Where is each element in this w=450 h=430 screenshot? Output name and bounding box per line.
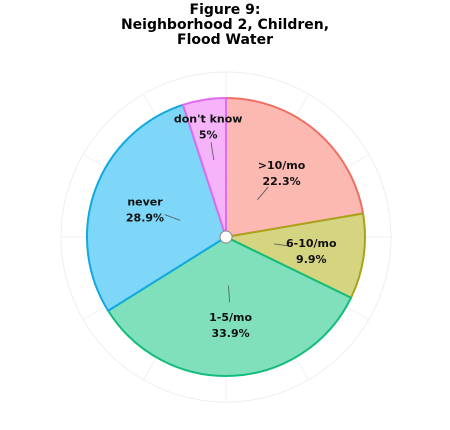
slice-label-value-4: 28.9% [126,212,164,225]
pie-slice-1 [225,97,365,238]
leader-line-5 [210,142,215,161]
pie-slices [86,97,366,377]
slice-label-value-1: 22.3% [262,175,300,188]
slice-label-value-5: 5% [199,128,218,141]
slice-label-name-1: >10/mo [258,159,306,172]
slice-label-name-5: don't know [174,112,243,125]
pie-slice-3 [107,236,353,377]
leader-line-3 [228,285,230,303]
leader-line-1 [257,186,269,201]
leader-line-4 [164,214,181,221]
pie-slice-2 [225,212,366,299]
leader-line-2 [274,243,291,247]
chart-title: Figure 9: Neighborhood 2, Children, Floo… [0,3,450,48]
slice-label-value-2: 9.9% [296,253,327,266]
center-hole [219,230,233,244]
slice-label-name-3: 1-5/mo [209,311,252,324]
label-leaders [164,142,291,303]
slice-label-value-3: 33.9% [212,327,250,340]
chart-title-line-2: Neighborhood 2, Children, [120,17,330,33]
pie-slice-5 [182,97,227,238]
chart-title-line-1: Figure 9: [189,2,261,18]
slice-label-name-4: never [127,196,163,209]
slice-label-name-2: 6-10/mo [286,237,337,250]
slice-labels: >10/mo 22.3% 6-10/mo 9.9% 1-5/mo 33.9% never 28… [126,112,337,340]
chart-title-line-3: Flood Water [177,32,273,48]
pie-slice-4 [86,103,227,312]
